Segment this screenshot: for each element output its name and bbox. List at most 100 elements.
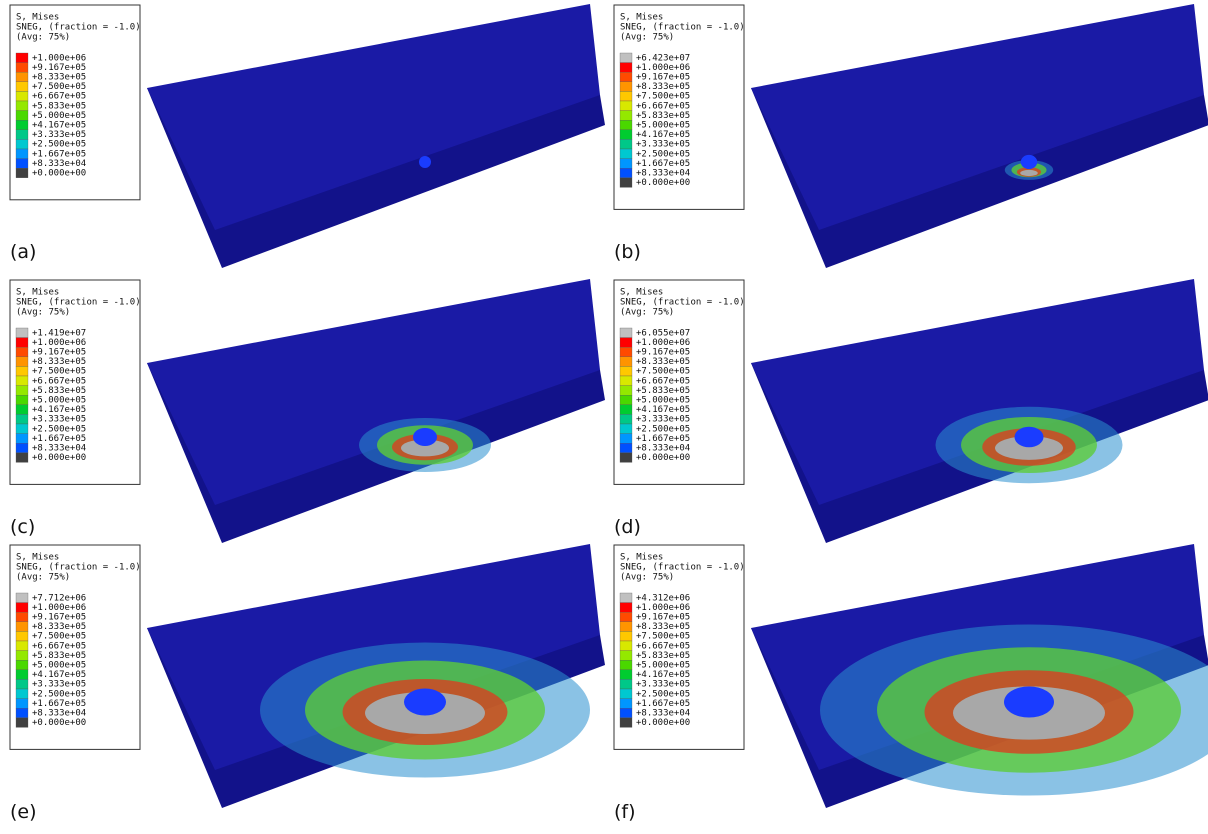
legend-swatch bbox=[15, 592, 29, 603]
legend-swatch bbox=[619, 52, 633, 63]
legend-value: +9.167e+05 bbox=[636, 348, 690, 358]
legend-box bbox=[613, 279, 745, 485]
legend-swatch bbox=[15, 679, 29, 690]
legend-box bbox=[9, 279, 141, 485]
legend-value: +2.500e+05 bbox=[636, 149, 690, 159]
legend-swatch bbox=[619, 158, 633, 169]
legend-swatch bbox=[15, 356, 29, 367]
legend-swatch bbox=[15, 62, 29, 73]
impactor bbox=[404, 688, 446, 716]
legend-value: +1.667e+05 bbox=[32, 434, 86, 444]
impactor bbox=[1014, 426, 1044, 448]
legend-swatch bbox=[619, 640, 633, 651]
legend-swatch bbox=[15, 612, 29, 622]
legend-swatch bbox=[15, 404, 29, 415]
legend-box bbox=[9, 4, 141, 201]
legend-swatch bbox=[619, 698, 633, 709]
legend-box bbox=[613, 4, 745, 210]
legend-value: +5.833e+05 bbox=[636, 111, 690, 121]
legend-swatch bbox=[619, 592, 633, 603]
impactor bbox=[413, 428, 437, 446]
legend-swatch bbox=[619, 452, 633, 463]
legend-swatch bbox=[619, 660, 633, 670]
legend-box bbox=[9, 544, 141, 750]
legend-value: +7.500e+05 bbox=[636, 92, 690, 102]
stress-grey bbox=[401, 439, 449, 457]
legend-swatch bbox=[619, 177, 633, 188]
legend-value: +5.000e+05 bbox=[32, 111, 86, 121]
legend-swatch bbox=[619, 631, 633, 642]
legend-swatch bbox=[619, 395, 633, 405]
panel-label: (b) bbox=[614, 241, 641, 263]
legend-value: +4.167e+05 bbox=[32, 670, 86, 680]
legend-swatch bbox=[619, 433, 633, 444]
legend-swatch bbox=[619, 612, 633, 622]
legend-value: +3.333e+05 bbox=[32, 415, 86, 425]
legend-value: +0.000e+00 bbox=[636, 718, 690, 728]
legend-swatch bbox=[619, 120, 633, 130]
legend-value: +1.000e+06 bbox=[32, 338, 86, 348]
legend-swatch bbox=[15, 602, 29, 613]
block-top bbox=[147, 279, 600, 505]
legend-value: +0.000e+00 bbox=[32, 718, 86, 728]
legend-value: +0.000e+00 bbox=[636, 178, 690, 188]
legend-value: +0.000e+00 bbox=[636, 453, 690, 463]
legend-swatch bbox=[15, 139, 29, 150]
legend-swatch bbox=[15, 72, 29, 82]
legend-value: +8.333e+04 bbox=[636, 444, 690, 454]
legend-value: +3.333e+05 bbox=[636, 680, 690, 690]
legend-swatch bbox=[619, 385, 633, 396]
legend-value: +8.333e+05 bbox=[32, 622, 86, 632]
legend-value: +5.000e+05 bbox=[636, 121, 690, 131]
legend-swatch bbox=[619, 81, 633, 92]
legend-swatch bbox=[619, 72, 633, 82]
legend-value: +6.667e+05 bbox=[32, 376, 86, 386]
block-top bbox=[751, 4, 1204, 230]
impactor bbox=[1020, 154, 1038, 170]
legend-swatch bbox=[15, 81, 29, 92]
legend-swatch bbox=[15, 433, 29, 444]
legend-swatch bbox=[15, 414, 29, 425]
legend-swatch bbox=[619, 414, 633, 425]
legend-swatch bbox=[619, 110, 633, 121]
legend-value: +6.667e+05 bbox=[32, 641, 86, 651]
block-top bbox=[751, 279, 1204, 505]
legend-swatch bbox=[619, 621, 633, 632]
legend-swatch bbox=[619, 669, 633, 680]
legend-swatch bbox=[619, 688, 633, 699]
legend-title: S, Mises bbox=[16, 288, 59, 298]
legend-swatch bbox=[619, 423, 633, 434]
legend-swatch bbox=[15, 366, 29, 377]
legend-title: SNEG, (fraction = -1.0) bbox=[620, 563, 745, 573]
legend-title: (Avg: 75%) bbox=[620, 308, 674, 318]
legend-value: +5.000e+05 bbox=[636, 661, 690, 671]
legend-value: +2.500e+05 bbox=[636, 424, 690, 434]
legend-title: (Avg: 75%) bbox=[16, 33, 70, 43]
legend-title: SNEG, (fraction = -1.0) bbox=[620, 23, 745, 33]
legend-value: +8.333e+04 bbox=[32, 159, 86, 169]
legend-swatch bbox=[15, 337, 29, 348]
legend-value: +3.333e+05 bbox=[32, 130, 86, 140]
panel-label: (f) bbox=[614, 801, 636, 823]
legend-value: +1.000e+06 bbox=[636, 603, 690, 613]
legend-value: +1.000e+06 bbox=[636, 63, 690, 73]
legend-swatch bbox=[619, 148, 633, 159]
legend-swatch bbox=[15, 385, 29, 396]
legend-value: +9.167e+05 bbox=[636, 613, 690, 623]
legend-value: +8.333e+04 bbox=[32, 444, 86, 454]
legend-value: +5.833e+05 bbox=[32, 386, 86, 396]
legend-value: +0.000e+00 bbox=[32, 169, 86, 179]
legend-value: +1.667e+05 bbox=[32, 699, 86, 709]
legend-swatch bbox=[15, 650, 29, 661]
legend-value: +8.333e+04 bbox=[32, 709, 86, 719]
legend-swatch bbox=[619, 168, 633, 178]
legend-swatch bbox=[619, 443, 633, 453]
legend-swatch bbox=[15, 443, 29, 453]
legend-swatch bbox=[15, 52, 29, 63]
legend-value: +1.419e+07 bbox=[32, 328, 86, 338]
legend-value: +2.500e+05 bbox=[32, 140, 86, 150]
stress-grey bbox=[1020, 169, 1038, 177]
